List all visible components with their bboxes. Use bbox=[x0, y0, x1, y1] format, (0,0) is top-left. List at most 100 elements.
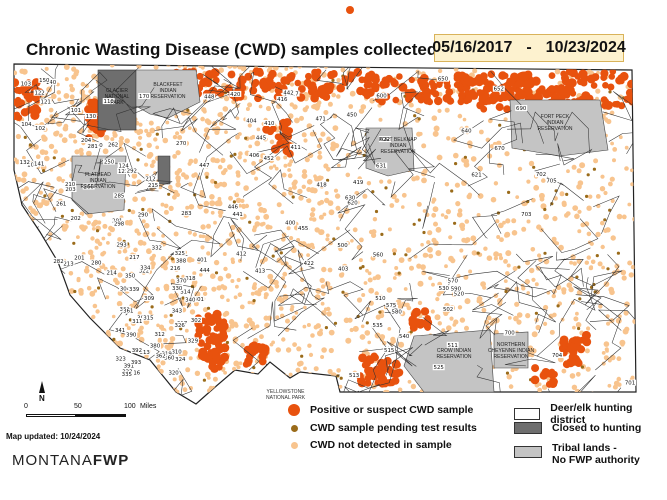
district-label: 452 bbox=[264, 156, 274, 162]
not-detected-sample bbox=[172, 134, 178, 140]
district-boundary bbox=[327, 281, 364, 315]
not-detected-sample bbox=[41, 135, 48, 142]
positive-sample bbox=[574, 359, 583, 367]
not-detected-sample bbox=[47, 285, 53, 292]
not-detected-sample bbox=[137, 239, 144, 246]
not-detected-sample bbox=[308, 352, 314, 357]
not-detected-sample bbox=[57, 97, 62, 102]
not-detected-sample bbox=[33, 244, 37, 248]
pending-sample bbox=[105, 368, 109, 372]
reservation-label: CROW INDIAN bbox=[437, 348, 472, 354]
not-detected-sample bbox=[28, 346, 33, 351]
not-detected-sample bbox=[35, 154, 41, 159]
not-detected-sample bbox=[94, 245, 99, 250]
not-detected-sample bbox=[143, 222, 150, 229]
not-detected-sample bbox=[239, 304, 245, 310]
district-label: 422 bbox=[304, 261, 314, 267]
pending-sample bbox=[176, 275, 180, 279]
positive-sample bbox=[580, 79, 588, 87]
not-detected-sample bbox=[234, 373, 240, 379]
district-label: 170 bbox=[139, 94, 150, 100]
district-boundary bbox=[517, 260, 556, 324]
district-label: 101 bbox=[71, 108, 81, 114]
not-detected-sample bbox=[72, 302, 77, 307]
not-detected-sample bbox=[316, 100, 322, 105]
not-detected-sample bbox=[579, 162, 586, 169]
not-detected-sample bbox=[226, 138, 231, 144]
pending-sample bbox=[463, 155, 467, 159]
not-detected-sample bbox=[313, 366, 319, 372]
not-detected-sample bbox=[577, 229, 582, 234]
not-detected-sample bbox=[163, 314, 168, 319]
not-detected-sample bbox=[620, 342, 625, 347]
not-detected-sample bbox=[35, 310, 41, 316]
not-detected-sample bbox=[468, 269, 473, 274]
not-detected-sample bbox=[277, 72, 283, 78]
positive-sample bbox=[239, 84, 247, 92]
not-detected-sample bbox=[618, 135, 623, 140]
not-detected-sample bbox=[175, 150, 181, 156]
positive-sample bbox=[531, 364, 540, 373]
district-label: 442 bbox=[283, 90, 293, 96]
not-detected-sample bbox=[17, 366, 24, 373]
district-label: 630 bbox=[345, 195, 356, 201]
district-label: 441 bbox=[233, 212, 243, 218]
not-detected-sample bbox=[318, 229, 324, 236]
pending-sample bbox=[285, 377, 289, 381]
district-label: 339 bbox=[129, 287, 140, 293]
not-detected-sample bbox=[20, 188, 26, 194]
not-detected-sample bbox=[197, 203, 204, 210]
not-detected-sample bbox=[54, 264, 59, 269]
district-boundary bbox=[422, 270, 547, 290]
not-detected-sample bbox=[74, 149, 80, 155]
not-detected-sample bbox=[336, 368, 341, 373]
not-detected-sample bbox=[387, 179, 392, 184]
not-detected-sample bbox=[287, 168, 291, 172]
not-detected-sample bbox=[597, 261, 603, 267]
district-boundary bbox=[319, 116, 362, 160]
not-detected-sample bbox=[236, 277, 241, 283]
not-detected-sample bbox=[241, 203, 246, 208]
not-detected-sample bbox=[66, 372, 72, 378]
positive-sample bbox=[442, 93, 452, 103]
not-detected-sample bbox=[162, 388, 167, 394]
pending-sample bbox=[575, 275, 579, 279]
not-detected-sample bbox=[92, 303, 98, 309]
not-detected-sample bbox=[76, 235, 80, 240]
not-detected-sample bbox=[435, 297, 440, 302]
not-detected-sample bbox=[362, 193, 368, 199]
positive-sample bbox=[485, 80, 495, 90]
not-detected-sample bbox=[198, 234, 203, 238]
not-detected-sample bbox=[291, 184, 297, 190]
not-detected-sample bbox=[497, 298, 503, 304]
positive-sample bbox=[208, 363, 216, 371]
not-detected-sample bbox=[14, 298, 18, 304]
not-detected-sample bbox=[14, 365, 17, 370]
not-detected-sample bbox=[505, 250, 512, 257]
positive-sample bbox=[633, 93, 636, 102]
not-detected-sample bbox=[433, 125, 440, 132]
district-label: 332 bbox=[152, 246, 162, 252]
positive-sample bbox=[221, 345, 229, 352]
not-detected-sample bbox=[375, 274, 381, 280]
not-detected-sample bbox=[21, 342, 28, 349]
not-detected-sample bbox=[167, 387, 173, 393]
pending-sample bbox=[139, 147, 143, 151]
not-detected-sample bbox=[34, 305, 41, 312]
positive-sample bbox=[577, 345, 586, 354]
legend-pending: CWD sample pending test results bbox=[291, 422, 477, 434]
district-label: 329 bbox=[188, 338, 199, 344]
not-detected-sample bbox=[616, 213, 623, 220]
district-boundary bbox=[340, 341, 399, 399]
not-detected-sample bbox=[258, 206, 265, 213]
not-detected-sample bbox=[153, 64, 159, 70]
not-detected-sample bbox=[48, 293, 54, 299]
not-detected-sample bbox=[449, 316, 454, 321]
not-detected-sample bbox=[512, 266, 518, 271]
not-detected-sample bbox=[14, 338, 19, 344]
not-detected-sample bbox=[50, 307, 57, 313]
district-boundary bbox=[243, 264, 312, 305]
pending-sample bbox=[606, 267, 610, 271]
not-detected-sample bbox=[157, 337, 162, 342]
not-detected-sample bbox=[235, 134, 240, 140]
